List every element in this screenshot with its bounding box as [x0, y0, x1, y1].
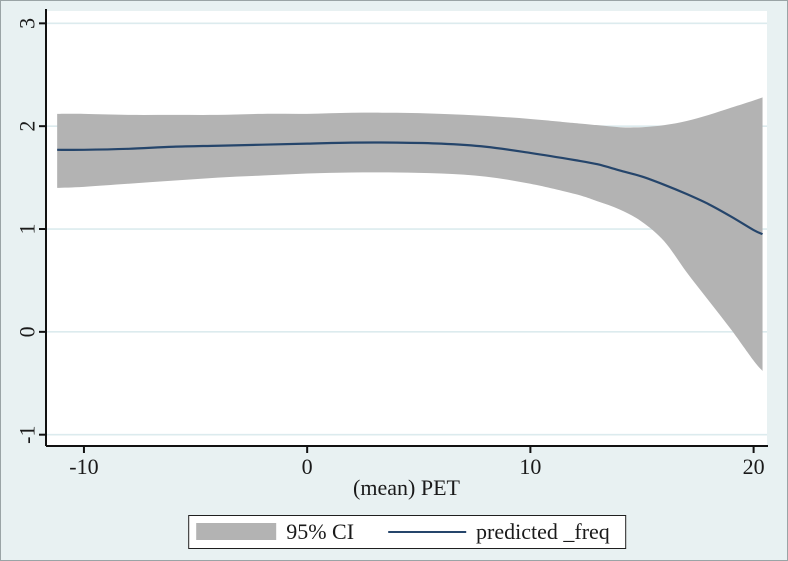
x-tick-label: -10 [69, 454, 98, 479]
y-tick-label: 2 [15, 121, 40, 132]
y-tick-label: 1 [15, 224, 40, 235]
fit-legend-label: predicted _freq [476, 518, 610, 544]
fit-line-swatch [388, 530, 467, 533]
ci-band [57, 97, 763, 371]
ci-band-swatch [196, 523, 277, 540]
x-tick-label: 10 [519, 454, 541, 479]
x-axis-title: (mean) PET [353, 475, 460, 500]
y-tick-label: 0 [15, 326, 40, 337]
fit-line [57, 141, 763, 236]
y-tick-label: 3 [15, 18, 40, 29]
x-tick-label: 20 [743, 454, 765, 479]
ci-legend-label: 95% CI [286, 518, 355, 544]
x-tick-label: 0 [302, 454, 313, 479]
y-tick-label: -1 [15, 426, 40, 444]
legend: 95% CI predicted _freq [188, 515, 626, 549]
